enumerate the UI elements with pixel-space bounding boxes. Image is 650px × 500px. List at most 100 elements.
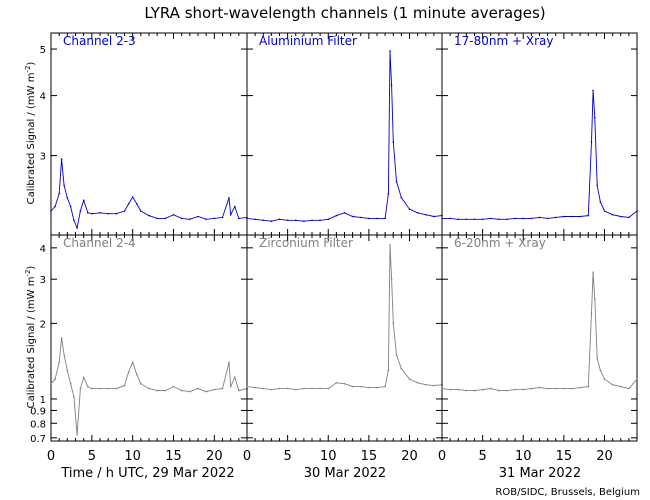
data-point <box>441 387 443 390</box>
data-point <box>441 217 443 220</box>
data-point <box>408 378 411 380</box>
data-point <box>278 387 281 390</box>
panel-frame <box>441 32 638 236</box>
data-point <box>172 385 175 388</box>
data-point <box>530 217 533 220</box>
data-point <box>587 385 590 388</box>
data-point <box>295 388 297 391</box>
data-point <box>229 213 232 216</box>
panel-label: 6-20nm + Xray <box>454 236 546 250</box>
data-point <box>611 383 614 386</box>
chart-title: LYRA short-wavelength channels (1 minute… <box>144 4 545 22</box>
x-tick-label: 0 <box>438 449 446 464</box>
y-axis-label-top-close: ) <box>26 62 37 66</box>
data-point <box>319 219 321 222</box>
x-tick-label: 20 <box>596 449 613 464</box>
data-point <box>136 373 138 376</box>
data-point <box>335 382 338 384</box>
x-tick-label: 15 <box>361 449 378 464</box>
data-point <box>213 388 216 391</box>
data-point <box>522 217 525 220</box>
data-point <box>189 390 191 393</box>
data-point <box>392 322 395 325</box>
data-point <box>387 369 390 372</box>
data-point <box>228 361 230 364</box>
data-point <box>69 382 72 385</box>
y-axis-label-top-sup: -2 <box>24 66 32 73</box>
y-axis-label-top: Calibrated Signal / (mW m-2) <box>24 62 37 205</box>
data-point <box>254 386 256 389</box>
data-point <box>189 218 191 221</box>
data-point <box>254 218 256 221</box>
data-point <box>60 337 63 339</box>
data-point <box>555 387 557 390</box>
data-point <box>335 214 338 217</box>
panel-frame <box>441 234 638 442</box>
data-point <box>148 214 150 217</box>
data-point <box>343 212 346 214</box>
panel-top-0: Channel 2-3 <box>50 32 248 236</box>
data-point <box>389 244 391 246</box>
data-point <box>465 218 468 221</box>
data-point <box>481 218 484 221</box>
data-point <box>127 371 130 373</box>
x-tick-label: 5 <box>478 449 486 464</box>
data-point <box>246 217 248 220</box>
data-point <box>127 203 130 205</box>
x-tick-label: 5 <box>283 449 291 464</box>
panel-bottom-1: Zirconium Filter 0 5 10 15 20 <box>243 234 443 464</box>
data-point <box>262 219 265 222</box>
data-point <box>522 388 525 391</box>
data-point <box>473 389 476 392</box>
data-point <box>270 220 273 222</box>
data-point <box>54 205 56 208</box>
data-point <box>594 116 596 119</box>
data-point <box>457 218 460 221</box>
data-point <box>592 89 594 92</box>
x-tick-label: 10 <box>515 449 532 464</box>
data-point <box>395 354 398 356</box>
data-point <box>498 218 500 221</box>
data-point <box>384 217 386 220</box>
data-point <box>164 217 167 220</box>
data-point <box>221 387 224 390</box>
x-tick-label: 0 <box>47 449 55 464</box>
data-point <box>115 387 118 390</box>
data-point <box>596 184 598 187</box>
data-point <box>376 386 378 389</box>
data-point <box>384 385 386 388</box>
y-axis-label-bottom: Calibrated Signal / (mW m-2) <box>24 266 37 409</box>
data-point <box>87 212 89 214</box>
x-tick-label: 0 <box>243 449 251 464</box>
data-point <box>433 384 435 387</box>
data-point <box>50 210 52 212</box>
y-tick-label: 4 <box>40 92 46 103</box>
series-line <box>50 159 248 230</box>
data-point <box>262 387 265 390</box>
data-point <box>587 214 590 217</box>
data-point <box>579 215 581 218</box>
data-point <box>546 387 549 390</box>
data-point <box>205 390 207 393</box>
data-point <box>390 84 393 87</box>
data-point <box>498 389 500 392</box>
data-point <box>197 215 199 218</box>
data-point <box>327 218 330 221</box>
data-point <box>555 216 557 219</box>
data-point <box>228 197 230 199</box>
data-point <box>82 199 85 202</box>
data-point <box>481 388 484 391</box>
data-point <box>594 298 596 300</box>
data-point <box>87 385 89 388</box>
data-point <box>99 212 101 214</box>
day-label-30: 30 Mar 2022 <box>304 466 386 481</box>
data-point <box>148 387 150 390</box>
data-point <box>295 219 297 222</box>
data-point <box>205 218 207 221</box>
data-point <box>327 387 330 390</box>
x-tick-label: 20 <box>401 449 418 464</box>
data-point <box>63 354 65 356</box>
data-point <box>156 389 158 392</box>
data-point <box>73 396 75 398</box>
data-point <box>416 382 419 384</box>
